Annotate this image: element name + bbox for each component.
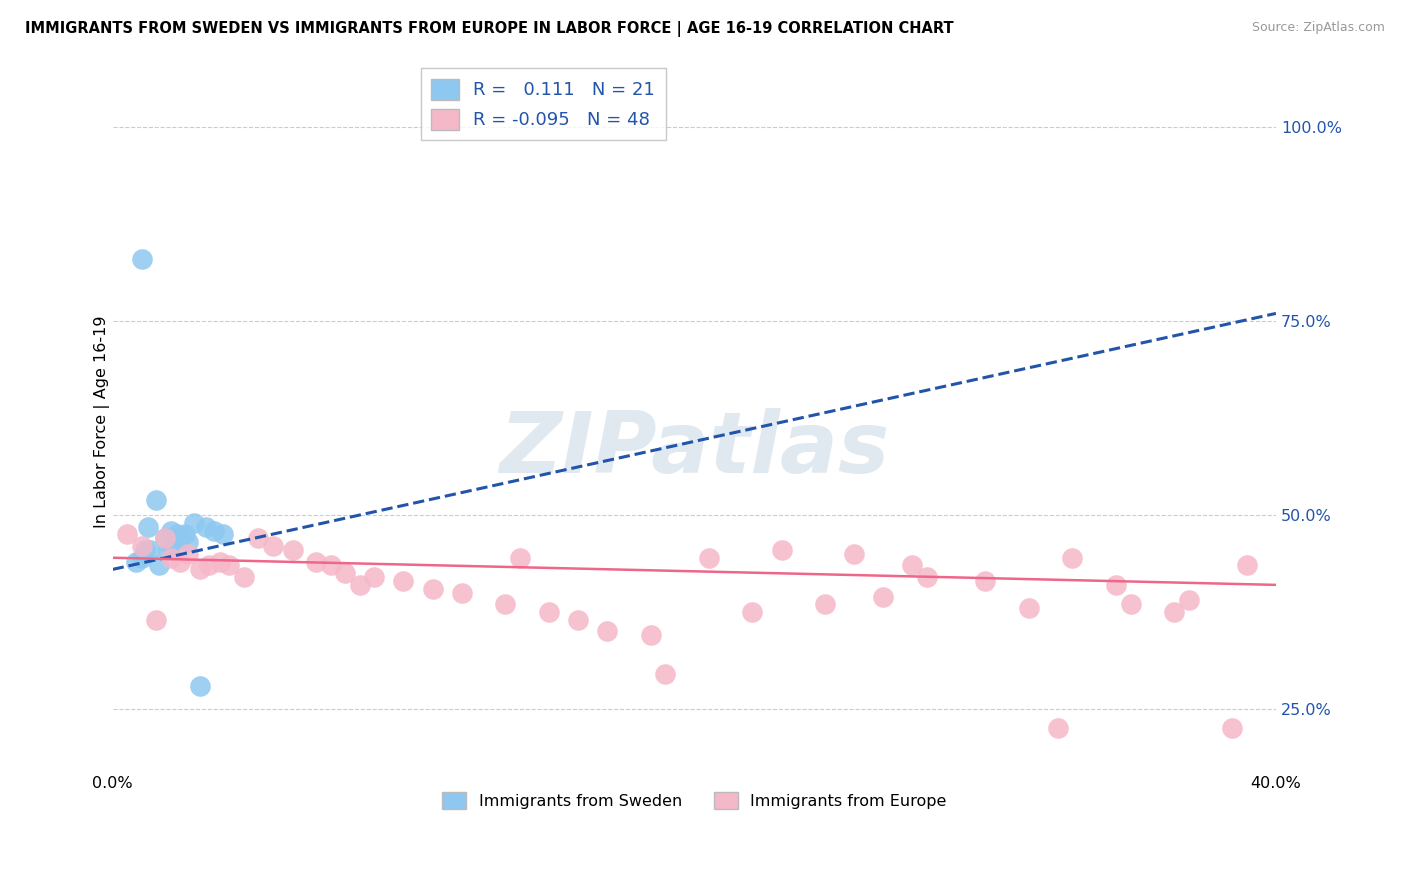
Point [125, 555, 148, 569]
Point [509, 550, 531, 565]
Point [153, 532, 176, 546]
Point [232, 570, 254, 584]
Point [174, 527, 197, 541]
Point [131, 539, 153, 553]
Point [349, 578, 371, 592]
Point [134, 543, 156, 558]
Point [177, 535, 200, 549]
Point [139, 543, 162, 558]
Point [974, 574, 997, 588]
Point [844, 547, 866, 561]
Point [115, 527, 138, 541]
Point [1018, 601, 1040, 615]
Point [188, 679, 211, 693]
Point [166, 527, 188, 541]
Point [188, 562, 211, 576]
Point [872, 590, 894, 604]
Point [209, 555, 232, 569]
Point [145, 492, 167, 507]
Point [741, 605, 763, 619]
Point [159, 524, 181, 538]
Point [567, 613, 589, 627]
Point [212, 527, 235, 541]
Point [159, 550, 181, 565]
Point [148, 558, 170, 573]
Point [281, 543, 304, 558]
Text: Source: ZipAtlas.com: Source: ZipAtlas.com [1251, 21, 1385, 34]
Point [363, 570, 385, 584]
Point [1163, 605, 1185, 619]
Point [537, 605, 560, 619]
Point [697, 550, 720, 565]
Y-axis label: In Labor Force | Age 16-19: In Labor Force | Age 16-19 [94, 316, 110, 528]
Point [145, 613, 167, 627]
Point [450, 585, 472, 599]
Point [194, 519, 217, 533]
Point [1236, 558, 1258, 573]
Point [915, 570, 938, 584]
Point [305, 555, 328, 569]
Point [131, 550, 153, 565]
Point [596, 624, 619, 639]
Point [335, 566, 357, 581]
Point [1062, 550, 1084, 565]
Text: IMMIGRANTS FROM SWEDEN VS IMMIGRANTS FROM EUROPE IN LABOR FORCE | AGE 16-19 CORR: IMMIGRANTS FROM SWEDEN VS IMMIGRANTS FRO… [25, 21, 953, 37]
Point [169, 532, 191, 546]
Point [247, 532, 270, 546]
Point [153, 532, 176, 546]
Point [770, 543, 793, 558]
Point [169, 555, 191, 569]
Point [640, 628, 662, 642]
Point [494, 597, 516, 611]
Point [319, 558, 342, 573]
Point [262, 539, 284, 553]
Point [218, 558, 240, 573]
Point [177, 547, 200, 561]
Point [1119, 597, 1142, 611]
Point [422, 582, 444, 596]
Point [197, 558, 219, 573]
Point [901, 558, 924, 573]
Point [1105, 578, 1128, 592]
Point [654, 667, 676, 681]
Text: ZIPatlas: ZIPatlas [499, 409, 890, 491]
Legend: Immigrants from Sweden, Immigrants from Europe: Immigrants from Sweden, Immigrants from … [436, 786, 953, 815]
Point [814, 597, 837, 611]
Point [204, 524, 226, 538]
Point [136, 519, 159, 533]
Point [1177, 593, 1199, 607]
Point [183, 516, 205, 530]
Point [156, 543, 179, 558]
Point [1220, 722, 1243, 736]
Point [1046, 722, 1069, 736]
Point [131, 252, 153, 267]
Point [159, 539, 181, 553]
Point [392, 574, 415, 588]
